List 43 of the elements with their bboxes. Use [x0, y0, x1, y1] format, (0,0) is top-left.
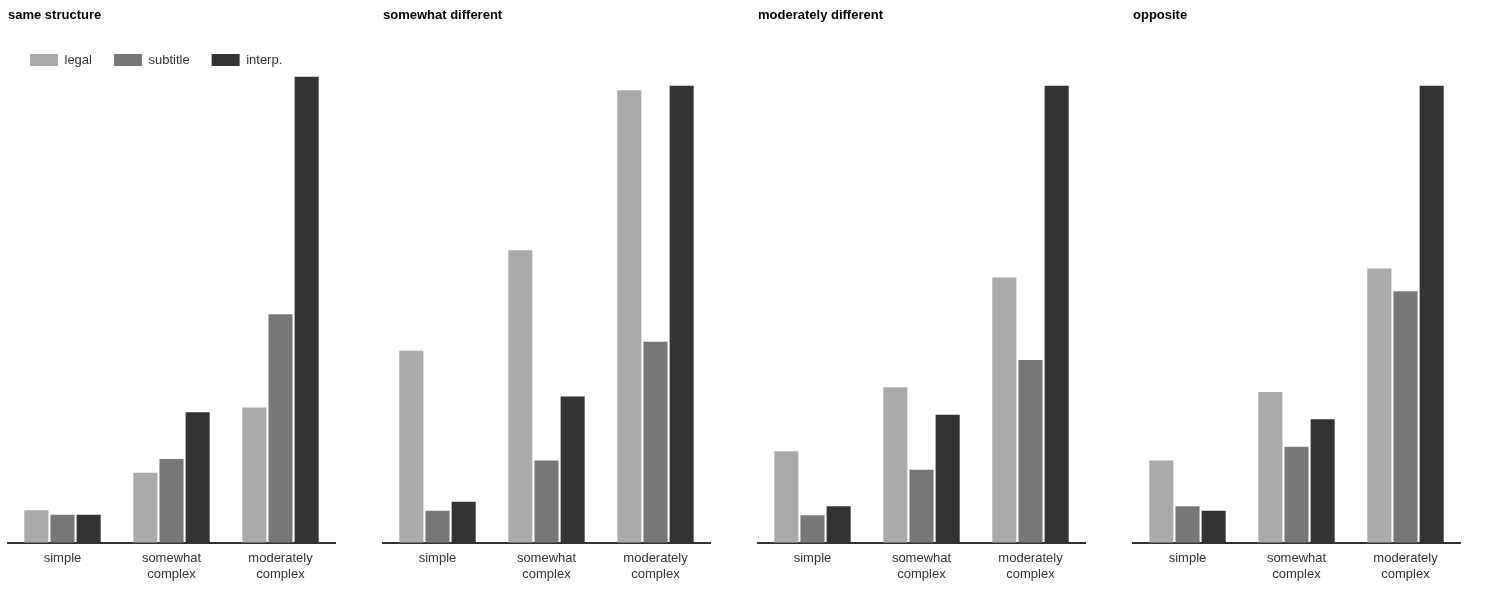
bar — [399, 350, 424, 543]
legend-label: interp. — [246, 51, 283, 67]
x-tick-label: simple — [793, 550, 832, 566]
x-tick-label: simple — [1168, 550, 1207, 566]
bar — [508, 250, 533, 543]
bar — [617, 90, 642, 543]
x-tick-label: somewhat complex — [891, 550, 952, 581]
bar — [1284, 446, 1309, 543]
x-tick-label: moderately complex — [623, 550, 689, 581]
bar — [883, 387, 908, 543]
bar — [909, 469, 934, 543]
bar — [242, 407, 267, 543]
bar — [1175, 506, 1200, 543]
legend-label: subtitle — [148, 51, 190, 67]
chart-title: opposite — [1133, 7, 1188, 23]
bar — [425, 510, 450, 543]
bar — [50, 514, 75, 543]
bar — [1367, 268, 1392, 543]
bar — [992, 277, 1017, 543]
chart-title: moderately different — [758, 7, 884, 23]
chart-title: somewhat different — [383, 7, 503, 23]
x-tick-label: simple — [43, 550, 82, 566]
bar — [774, 451, 799, 543]
x-tick-label: somewhat complex — [1266, 550, 1327, 581]
legend-label: legal — [64, 51, 93, 67]
bar — [133, 472, 158, 543]
bar — [24, 510, 49, 543]
x-tick-label: somewhat complex — [516, 550, 577, 581]
bar — [800, 515, 825, 543]
bar — [1018, 359, 1043, 543]
bar — [1393, 291, 1418, 543]
bar — [1258, 391, 1283, 543]
x-tick-label: somewhat complex — [141, 550, 202, 581]
chart-title: same structure — [8, 7, 102, 23]
bar — [159, 458, 184, 543]
x-tick-label: moderately complex — [248, 550, 314, 581]
x-tick-label: moderately complex — [998, 550, 1064, 581]
bar — [534, 460, 559, 543]
x-tick-label: simple — [418, 550, 457, 566]
bar — [643, 341, 668, 543]
x-tick-label: moderately complex — [1373, 550, 1439, 581]
bar — [1149, 460, 1174, 543]
bar — [268, 314, 293, 543]
